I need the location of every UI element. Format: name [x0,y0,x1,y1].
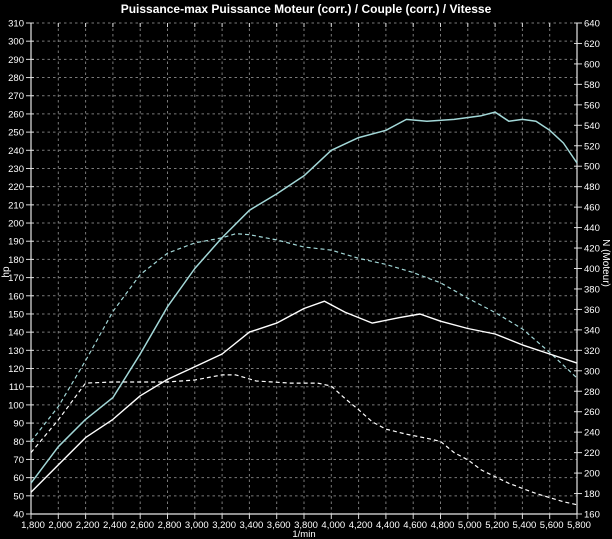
left-tick-label: 110 [9,382,24,393]
left-tick-label: 180 [8,255,24,266]
axis-ticks [26,22,582,519]
left-tick-label: 200 [8,219,24,230]
right-tick-label: 480 [584,182,600,193]
left-tick-label: 170 [8,273,24,284]
x-tick-label: 2,400 [103,520,127,531]
left-tick-label: 120 [8,364,24,375]
series-white-solid [30,300,578,493]
left-tick-label: 60 [13,473,24,484]
left-tick-label: 300 [8,37,24,48]
right-tick-label: 300 [584,366,600,377]
right-tick-label: 600 [584,59,600,70]
right-tick-label: 440 [584,223,600,234]
right-tick-label: 160 [584,510,600,521]
right-tick-label: 620 [584,39,600,50]
right-tick-label: 200 [584,469,600,480]
x-tick-label: 3,800 [294,520,318,531]
left-tick-label: 220 [8,182,24,193]
left-tick-label: 240 [8,146,24,157]
left-tick-label: 290 [8,55,24,66]
x-tick-label: 1,800 [21,520,45,531]
right-tick-label: 420 [584,244,600,255]
left-tick-label: 150 [8,309,24,320]
x-tick-label: 3,200 [212,520,236,531]
left-tick-label: 210 [8,200,24,211]
left-tick-label: 80 [13,437,24,448]
right-tick-label: 460 [584,203,600,214]
x-tick-label: 5,600 [540,520,564,531]
x-tick-label: 3,400 [240,520,264,531]
right-tick-label: 400 [584,264,600,275]
series-cyan-dashed [30,233,578,442]
left-tick-label: 260 [8,109,24,120]
x-tick-label: 5,000 [458,520,482,531]
x-tick-label: 4,400 [376,520,400,531]
left-tick-label: 250 [8,128,24,139]
plot-border [30,23,578,515]
left-tick-label: 230 [8,164,24,175]
x-tick-label: 3,600 [267,520,291,531]
right-tick-label: 240 [584,428,600,439]
x-tick-label: 2,200 [76,520,100,531]
right-tick-label: 220 [584,448,600,459]
right-tick-label: 380 [584,284,600,295]
left-tick-label: 160 [8,291,24,302]
left-tick-label: 100 [8,400,24,411]
right-tick-label: 280 [584,387,600,398]
left-tick-label: 310 [8,19,24,30]
right-axis-unit: N (Moteur) [600,239,611,287]
x-tick-label: 5,800 [567,520,591,531]
left-tick-label: 130 [8,346,24,357]
x-tick-label: 4,200 [349,520,373,531]
series-curves [30,111,578,506]
left-tick-label: 190 [8,237,24,248]
left-tick-label: 70 [13,455,24,466]
left-tick-label: 140 [8,328,24,339]
series-white-dashed [30,374,578,506]
left-axis-unit: hp [1,266,12,278]
right-tick-label: 560 [584,100,600,111]
right-tick-label: 500 [584,162,600,173]
chart-title: Puissance-max Puissance Moteur (corr.) /… [120,2,492,16]
grid-lines [31,22,577,514]
right-tick-label: 260 [584,407,600,418]
right-tick-label: 540 [584,121,600,132]
x-tick-label: 2,800 [158,520,182,531]
right-tick-label: 640 [584,19,600,30]
left-tick-label: 40 [13,510,24,521]
right-tick-label: 360 [584,305,600,316]
left-tick-label: 280 [8,73,24,84]
right-tick-label: 580 [584,80,600,91]
x-tick-label: 4,000 [321,520,345,531]
right-tick-label: 180 [584,489,600,500]
left-tick-label: 50 [13,491,24,502]
x-axis-unit: 1/min [292,529,315,539]
axis-labels: 40 50 60 70 80 90 100 110 120 130 140 150 160 170 180 1… [1,19,611,539]
x-tick-label: 4,600 [403,520,427,531]
x-tick-label: 5,200 [485,520,509,531]
x-tick-label: 2,000 [48,520,72,531]
left-tick-label: 90 [13,419,24,430]
right-tick-label: 340 [584,325,600,336]
x-tick-label: 5,400 [513,520,537,531]
left-tick-label: 270 [8,91,24,102]
x-tick-label: 2,600 [130,520,154,531]
x-tick-label: 3,000 [185,520,209,531]
right-tick-label: 320 [584,346,600,357]
x-tick-label: 4,800 [431,520,455,531]
right-tick-label: 520 [584,141,600,152]
series-cyan-solid [30,111,578,484]
